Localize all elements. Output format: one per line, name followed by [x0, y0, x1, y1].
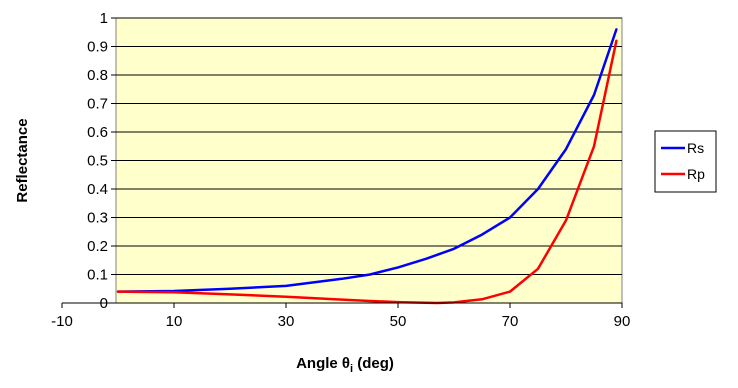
x-tick-label: 30	[278, 313, 295, 330]
y-tick-label: 0.4	[87, 181, 108, 198]
x-tick-label: 10	[166, 313, 183, 330]
y-tick-label: 0	[100, 295, 108, 312]
x-tick-label: 50	[390, 313, 407, 330]
y-tick-label: 0.1	[87, 267, 108, 284]
legend-label-rs: Rs	[687, 140, 704, 156]
x-axis-ticks: -10 10 30 50 70 90	[51, 302, 631, 330]
x-axis-title: Angle θi (deg)	[296, 355, 394, 375]
y-axis-ticks: 0 0.1 0.2 0.3 0.4 0.5 0.6 0.7 0.8 0.9 1	[87, 10, 116, 312]
x-axis-title-subscript: i	[350, 363, 353, 375]
legend-box	[654, 130, 717, 193]
x-axis-title-main: Angle θ	[296, 355, 350, 372]
x-axis-title-units: (deg)	[353, 355, 394, 372]
y-axis-title: Reflectance	[14, 118, 31, 202]
x-tick-label: -10	[51, 313, 73, 330]
series-line-rs	[116, 28, 618, 293]
y-tick-label: 0.6	[87, 124, 108, 141]
y-tick-label: 0.7	[87, 96, 108, 113]
y-tick-label: 0.2	[87, 238, 108, 255]
y-tick-label: 1	[100, 10, 108, 27]
x-tick-label: 70	[502, 313, 519, 330]
y-tick-label: 0.8	[87, 67, 108, 84]
x-tick-label: 90	[614, 313, 631, 330]
legend: Rs Rp	[654, 130, 717, 193]
legend-label-rp: Rp	[687, 166, 705, 182]
y-tick-label: 0.9	[87, 39, 108, 56]
y-tick-label: 0.5	[87, 153, 108, 170]
y-tick-label: 0.3	[87, 210, 108, 227]
